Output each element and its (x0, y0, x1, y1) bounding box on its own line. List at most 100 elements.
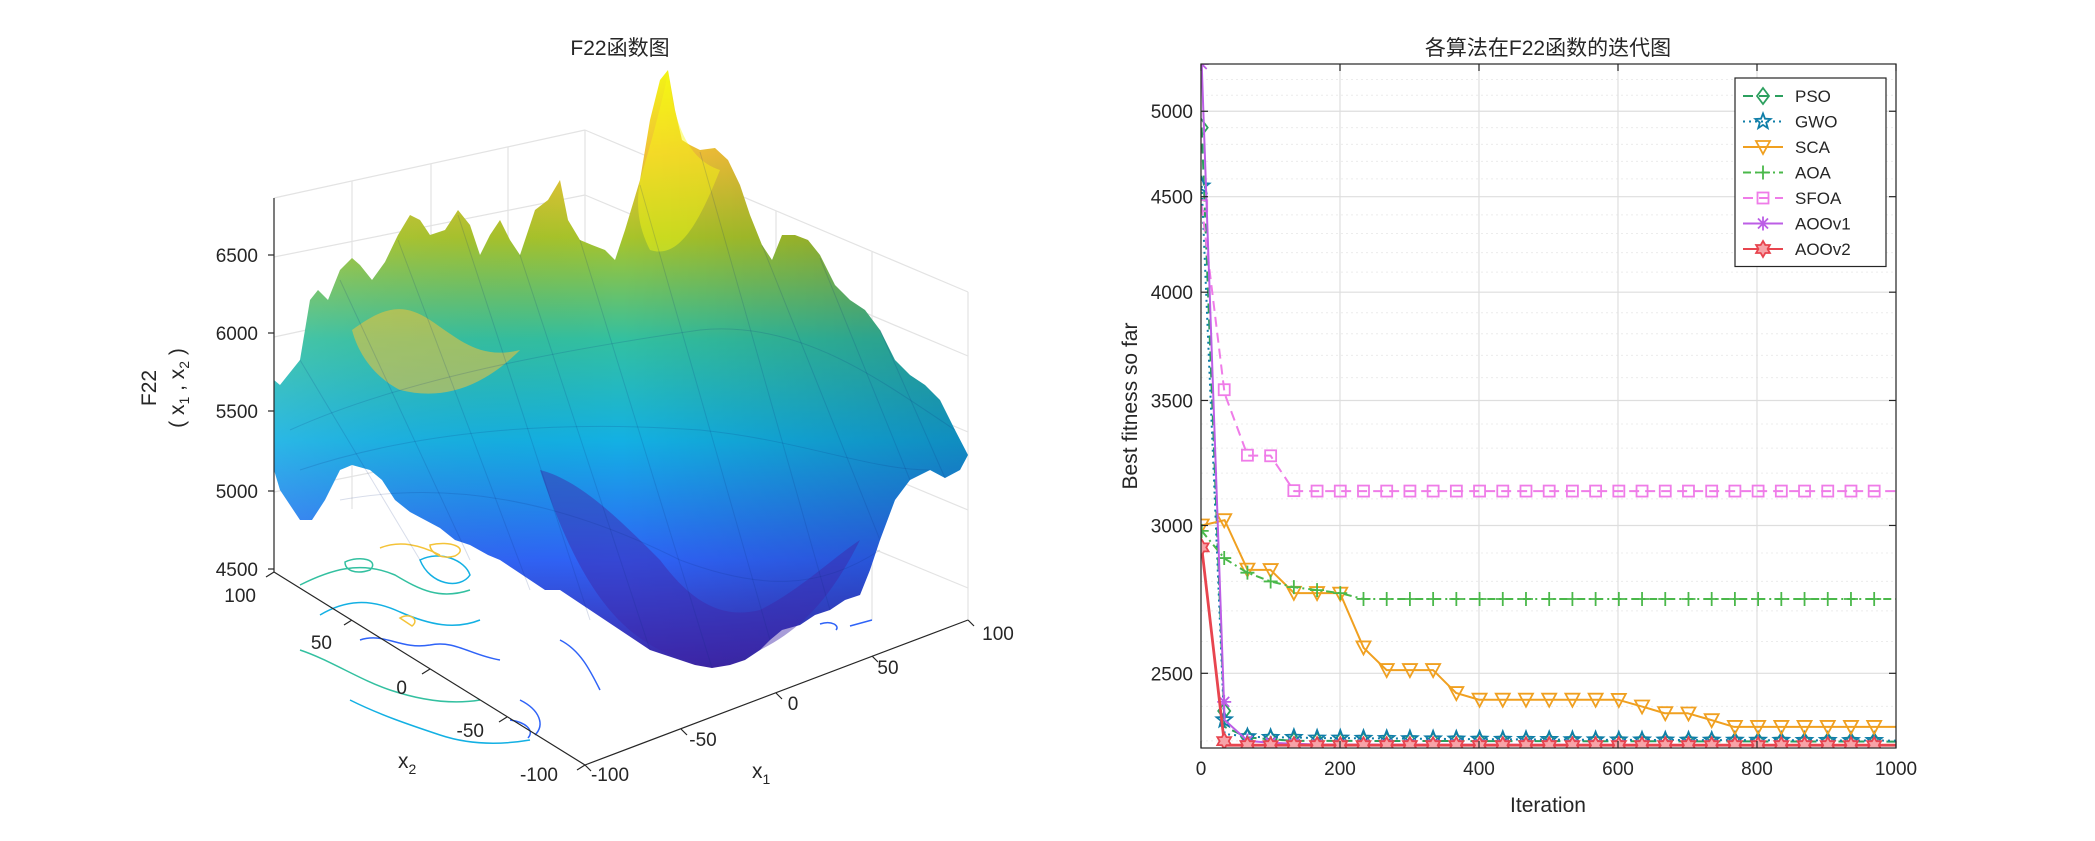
x1-tick-label: 100 (982, 624, 1014, 645)
data-point (1679, 706, 1697, 723)
data-point (1517, 692, 1535, 709)
data-point (1357, 484, 1370, 498)
x2-tick-label: 0 (396, 678, 407, 699)
data-point (1473, 484, 1486, 498)
box-axes (273, 198, 969, 766)
data-point (1703, 735, 1721, 748)
data-point (1774, 591, 1789, 606)
data-point (1563, 692, 1581, 709)
legend-item-pso: PSO (1743, 86, 1831, 106)
data-point (1263, 574, 1278, 589)
data-point (1238, 735, 1256, 748)
data-point (1215, 731, 1233, 748)
data-point (1264, 449, 1278, 463)
hexagram-shape (1378, 735, 1396, 748)
data-point (1750, 731, 1766, 748)
data-point (1379, 591, 1394, 606)
x1-tick-label: 50 (877, 658, 898, 679)
data-point (1201, 175, 1212, 195)
data-point (1704, 591, 1719, 606)
data-point (1749, 720, 1767, 736)
data-point (1756, 191, 1770, 205)
data-point (1588, 731, 1603, 748)
data-point (1241, 448, 1254, 462)
data-point (1819, 735, 1837, 748)
data-point (1751, 591, 1766, 606)
data-point (1681, 731, 1696, 748)
hexagram-shape (1401, 735, 1419, 748)
y-tick-label: 4500 (1151, 188, 1193, 209)
data-point (1588, 591, 1603, 606)
surface-chart: F22函数图 (138, 37, 1014, 787)
data-point (1471, 692, 1489, 709)
data-point (1494, 692, 1512, 709)
data-point (1611, 731, 1626, 748)
surface-mesh (274, 70, 968, 669)
data-point (1754, 140, 1772, 156)
data-point (1727, 731, 1743, 748)
hexagram-shape (1201, 537, 1211, 558)
data-point (1472, 591, 1487, 606)
data-point (1796, 735, 1814, 748)
data-point (1403, 484, 1417, 498)
x-tick-label: 600 (1602, 759, 1634, 780)
data-point (1727, 591, 1742, 606)
series-layer (1201, 64, 1896, 748)
data-point (1705, 484, 1719, 498)
data-point (1633, 699, 1651, 716)
data-point (1843, 732, 1859, 748)
hexagram-shape (1215, 731, 1233, 748)
x-tick-label: 200 (1324, 759, 1356, 780)
data-point (1797, 591, 1812, 606)
data-point (1726, 735, 1744, 748)
data-point (1867, 732, 1882, 748)
legend-label: AOA (1795, 164, 1832, 183)
data-point (1867, 591, 1882, 606)
z-axis-label: F22 ( x1 , x2 ) (138, 348, 192, 428)
surface-title: F22函数图 (570, 37, 669, 60)
y-axis-label: Best fitness so far (1119, 323, 1142, 490)
legend-item-aoa: AOA (1743, 164, 1832, 183)
hexagram-shape (1285, 735, 1303, 748)
data-point (1820, 591, 1835, 606)
data-point (1424, 663, 1442, 679)
hexagram-shape (1355, 735, 1372, 748)
x2-tick-label: 100 (224, 586, 256, 607)
data-point (1565, 591, 1580, 606)
data-point (1542, 591, 1557, 606)
data-point (1378, 663, 1396, 679)
data-point (1201, 523, 1209, 538)
data-point (1635, 484, 1649, 498)
data-point (1844, 484, 1858, 498)
legend-label: GWO (1795, 113, 1838, 132)
data-point (1656, 735, 1674, 748)
data-point (1262, 563, 1280, 579)
x2-axis-ticks: 100 50 0 -50 -100 x2 (224, 571, 586, 786)
x-tick-label: 1000 (1875, 759, 1917, 780)
data-point (1589, 484, 1603, 498)
data-point (1262, 735, 1280, 748)
x-tick-label: 0 (1196, 759, 1207, 780)
data-point (1426, 484, 1440, 498)
axis-ticks: 2500 3000 3500 4000 4500 5000 0 200 400 600 800 100… (1151, 64, 1917, 780)
hexagram-shape (1633, 735, 1651, 748)
x2-axis-label: x2 (398, 750, 417, 777)
data-point (1865, 735, 1883, 748)
data-point (1843, 591, 1858, 606)
x2-tick-label: 50 (311, 633, 332, 654)
hexagram-shape (1517, 735, 1535, 748)
data-point (1774, 731, 1789, 748)
hexagram-shape (1749, 735, 1767, 748)
data-point (1867, 484, 1881, 498)
y-tick-label: 3500 (1151, 391, 1193, 412)
data-point (1287, 484, 1301, 498)
data-point (1494, 735, 1512, 748)
hexagram-shape (1540, 735, 1558, 748)
x-tick-label: 800 (1741, 759, 1773, 780)
data-point (1821, 484, 1835, 498)
data-point (1563, 735, 1581, 748)
legend-label: SFOA (1795, 189, 1842, 208)
data-point (1517, 735, 1535, 748)
z-label-args: ( x1 , x2 ) (166, 348, 192, 428)
data-point (1587, 692, 1605, 709)
